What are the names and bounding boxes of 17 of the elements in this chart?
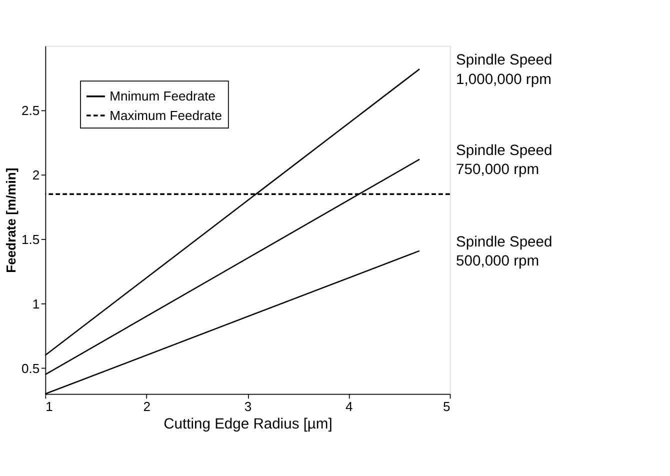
x-tick-label: 4: [346, 398, 353, 414]
x-axis-title: Cutting Edge Radius [µm]: [164, 416, 332, 432]
x-tick-label: 3: [244, 398, 252, 414]
y-tick-label: 2: [32, 168, 40, 183]
text: Spindle Speed 750,000 rpm: [456, 142, 552, 178]
y-tick-label: 1.5: [21, 232, 40, 248]
legend-label: Maximum Feedrate: [110, 108, 222, 123]
y-tick-label: 0.5: [21, 360, 40, 376]
legend-label: Mnimum Feedrate: [110, 88, 216, 104]
y-axis-title: Feedrate [m/min]: [3, 168, 18, 273]
text: Spindle Speed 500,000 rpm: [456, 234, 552, 270]
text: Spindle Speed 1,000,000 rpm: [456, 52, 552, 88]
y-tick-label: 2.5: [21, 103, 40, 118]
x-tick-label: 5: [443, 398, 450, 414]
x-tick-label: 2: [143, 398, 150, 414]
x-tick-label: 1: [46, 398, 53, 414]
y-tick-label: 1: [32, 296, 40, 312]
